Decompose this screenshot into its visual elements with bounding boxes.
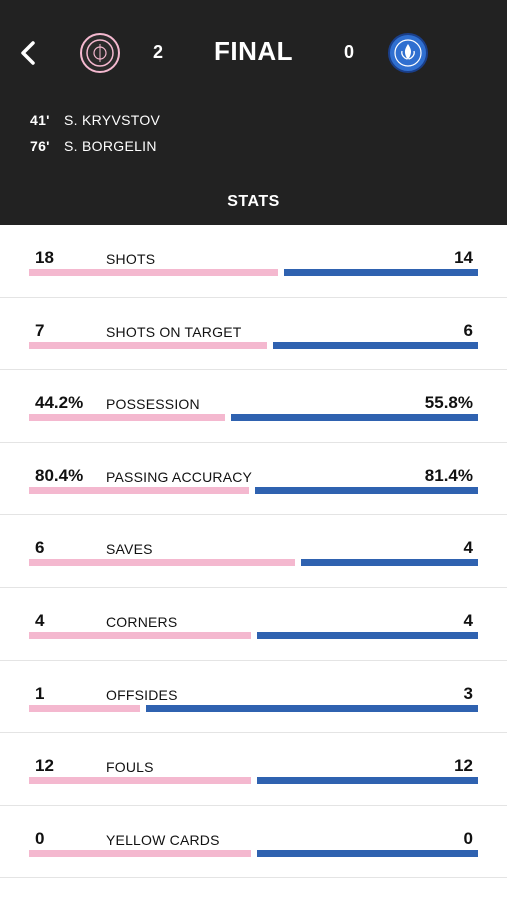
away-stat-value: 14: [454, 248, 473, 267]
stat-row: 4 CORNERS 4: [0, 588, 507, 661]
away-score: 0: [343, 42, 354, 62]
home-stat-bar: [29, 704, 140, 712]
home-stat-bar: [29, 631, 251, 639]
home-stat-value: 44.2%: [35, 393, 84, 413]
stat-row: 6 SAVES 4: [0, 515, 507, 588]
home-stat-value: 6: [35, 538, 45, 558]
home-stat-bar: [29, 849, 251, 857]
stat-row: 0 YELLOW CARDS 0: [0, 806, 507, 879]
back-button[interactable]: [14, 38, 44, 68]
away-stat-bar: [284, 269, 478, 276]
home-stat-value: 12: [35, 756, 54, 776]
tab-stats[interactable]: STATS: [227, 193, 280, 210]
home-stat-bar: [29, 341, 267, 349]
away-stat-bar: [257, 849, 478, 857]
away-stat-value: 4: [463, 538, 473, 558]
goal-scorer: S. BORGELIN: [64, 138, 157, 154]
home-stat-bar: [29, 559, 295, 567]
goal-minute: 41': [30, 112, 50, 128]
away-stat-bar: [231, 414, 478, 422]
home-stat-bar: [29, 269, 278, 276]
away-stat-bar: [146, 704, 478, 712]
match-header: 2 FINAL 0 41' S. KRYVSTOV 76' S. BORGELIN …: [0, 0, 507, 225]
away-crest-shape: [394, 39, 422, 67]
away-stat-value: 3: [463, 683, 473, 703]
home-crest-shape: [86, 39, 114, 67]
away-stat-value: 55.8%: [424, 393, 473, 413]
stat-label: POSSESSION: [106, 396, 200, 413]
home-stat-value: 1: [35, 683, 45, 703]
stats-list: 18 SHOTS 14 7 SHOTS ON TARGET 6 44.2% POSSESSIO…: [0, 225, 507, 879]
stat-row: 80.4% PASSING ACCURACY 81.4%: [0, 443, 507, 516]
goal-scorer: S. KRYVSTOV: [64, 112, 161, 128]
goal-minute: 76': [30, 138, 50, 154]
stat-row: 18 SHOTS 14: [0, 225, 507, 298]
stat-label: SHOTS ON TARGET: [106, 323, 242, 340]
cf-montreal-crest-icon[interactable]: [388, 33, 428, 73]
home-stat-value: 7: [35, 320, 45, 340]
stat-label: YELLOW CARDS: [106, 831, 220, 848]
home-stat-value: 0: [35, 828, 45, 848]
away-stat-bar: [257, 777, 478, 785]
chevron-left-icon: [21, 41, 35, 65]
away-stat-value: 6: [463, 320, 473, 340]
home-stat-bar: [29, 777, 251, 785]
home-stat-value: 80.4%: [35, 465, 84, 485]
stat-row: 12 FOULS 12: [0, 733, 507, 806]
stat-label: FOULS: [106, 759, 154, 776]
away-stat-value: 81.4%: [424, 465, 473, 485]
stat-label: OFFSIDES: [106, 686, 178, 703]
goal-event: 41' S. KRYVSTOV: [30, 112, 160, 128]
away-stat-value: 12: [454, 756, 473, 776]
away-stat-bar: [301, 559, 478, 567]
away-stat-bar: [257, 631, 478, 639]
away-stat-value: 4: [463, 610, 473, 630]
inter-miami-crest-icon[interactable]: [80, 33, 120, 73]
stat-row: 7 SHOTS ON TARGET 6: [0, 298, 507, 371]
home-stat-bar: [29, 486, 249, 494]
stat-row: 1 OFFSIDES 3: [0, 661, 507, 734]
match-status: FINAL: [213, 36, 294, 66]
stat-label: SAVES: [106, 541, 153, 558]
goal-event: 76' S. BORGELIN: [30, 138, 157, 154]
stat-label: SHOTS: [106, 251, 156, 267]
away-stat-value: 0: [463, 828, 473, 848]
stat-label: PASSING ACCURACY: [106, 468, 253, 485]
stat-label: CORNERS: [106, 613, 178, 630]
away-stat-bar: [255, 486, 478, 494]
stat-row: 44.2% POSSESSION 55.8%: [0, 370, 507, 443]
away-stat-bar: [273, 341, 478, 349]
home-score: 2: [152, 42, 163, 62]
home-stat-value: 4: [35, 610, 45, 630]
home-stat-bar: [29, 414, 225, 422]
home-stat-value: 18: [35, 248, 54, 267]
